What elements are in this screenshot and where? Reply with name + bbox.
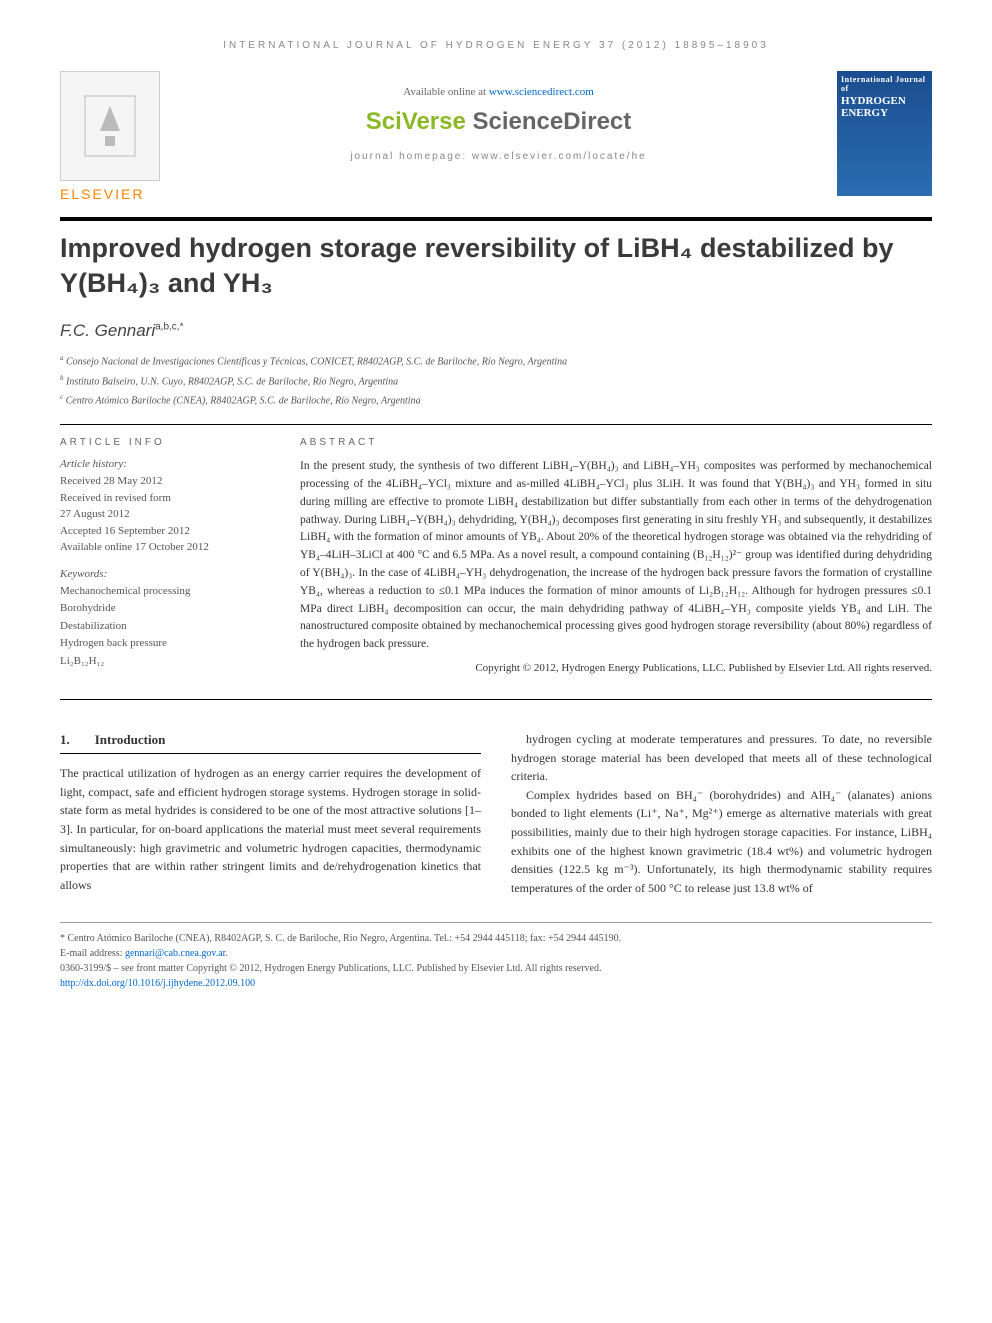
article-info-heading: ARTICLE INFO	[60, 437, 270, 448]
footer-divider	[60, 922, 932, 923]
journal-homepage[interactable]: journal homepage: www.elsevier.com/locat…	[175, 151, 822, 162]
article-title: Improved hydrogen storage reversibility …	[60, 231, 932, 301]
abstract-col: ABSTRACT In the present study, the synth…	[300, 437, 932, 674]
info-top-divider	[60, 424, 932, 425]
info-abstract-row: ARTICLE INFO Article history: Received 2…	[60, 437, 932, 674]
publisher-block: ELSEVIER Available online at www.science…	[60, 71, 932, 202]
corresponding-author: * Centro Atómico Bariloche (CNEA), R8402…	[60, 931, 932, 946]
title-divider	[60, 217, 932, 221]
page-container: INTERNATIONAL JOURNAL OF HYDROGEN ENERGY…	[0, 0, 992, 1031]
keyword: Li₂B₁₂H₁₂	[60, 653, 270, 671]
keywords-label: Keywords:	[60, 568, 270, 580]
journal-cover-thumbnail: International Journal of HYDROGEN ENERGY	[837, 71, 932, 196]
author-name: F.C. Gennari	[60, 321, 155, 340]
history-label: Article history:	[60, 458, 270, 470]
body-columns: 1. Introduction The practical utilizatio…	[60, 730, 932, 897]
keywords-list: Mechanochemical processing Borohydride D…	[60, 583, 270, 671]
history-text: Received 28 May 2012 Received in revised…	[60, 473, 270, 556]
elsevier-logo-block: ELSEVIER	[60, 71, 160, 202]
affiliation-c: c Centro Atómico Bariloche (CNEA), R8402…	[60, 392, 932, 409]
publisher-name: ELSEVIER	[60, 186, 160, 202]
affiliation-a: a Consejo Nacional de Investigaciones Ci…	[60, 353, 932, 370]
keyword: Hydrogen back pressure	[60, 635, 270, 653]
affiliation-b: b Instituto Balseiro, U.N. Cuyo, R8402AG…	[60, 373, 932, 390]
section-1-heading: 1. Introduction	[60, 730, 481, 754]
issn-copyright: 0360-3199/$ – see front matter Copyright…	[60, 961, 932, 976]
abstract-heading: ABSTRACT	[300, 437, 932, 448]
intro-para-2: hydrogen cycling at moderate temperature…	[511, 730, 932, 786]
author-affil-markers: a,b,c,*	[155, 322, 183, 333]
intro-para-3: Complex hydrides based on BH₄⁻ (borohydr…	[511, 786, 932, 898]
email-line: E-mail address: gennari@cab.cnea.gov.ar.	[60, 946, 932, 961]
section-number: 1.	[60, 730, 70, 750]
abstract-copyright: Copyright © 2012, Hydrogen Energy Public…	[300, 662, 932, 674]
keyword: Destabilization	[60, 618, 270, 636]
center-info: Available online at www.sciencedirect.co…	[175, 71, 822, 162]
email-link[interactable]: gennari@cab.cnea.gov.ar	[125, 948, 225, 959]
intro-para-1: The practical utilization of hydrogen as…	[60, 764, 481, 894]
abstract-text: In the present study, the synthesis of t…	[300, 458, 932, 654]
section-title: Introduction	[95, 730, 166, 750]
sciencedirect-link[interactable]: www.sciencedirect.com	[489, 86, 594, 98]
journal-reference: INTERNATIONAL JOURNAL OF HYDROGEN ENERGY…	[60, 40, 932, 51]
doi-link[interactable]: http://dx.doi.org/10.1016/j.ijhydene.201…	[60, 976, 932, 991]
article-info-col: ARTICLE INFO Article history: Received 2…	[60, 437, 270, 674]
sciverse-logo: SciVerse ScienceDirect	[175, 108, 822, 136]
info-bottom-divider	[60, 699, 932, 700]
keyword: Borohydride	[60, 600, 270, 618]
elsevier-tree-icon	[60, 71, 160, 181]
author-list: F.C. Gennaria,b,c,*	[60, 321, 932, 341]
keyword: Mechanochemical processing	[60, 583, 270, 601]
footer: * Centro Atómico Bariloche (CNEA), R8402…	[60, 931, 932, 991]
available-online: Available online at www.sciencedirect.co…	[175, 86, 822, 98]
affiliations: a Consejo Nacional de Investigaciones Ci…	[60, 353, 932, 409]
